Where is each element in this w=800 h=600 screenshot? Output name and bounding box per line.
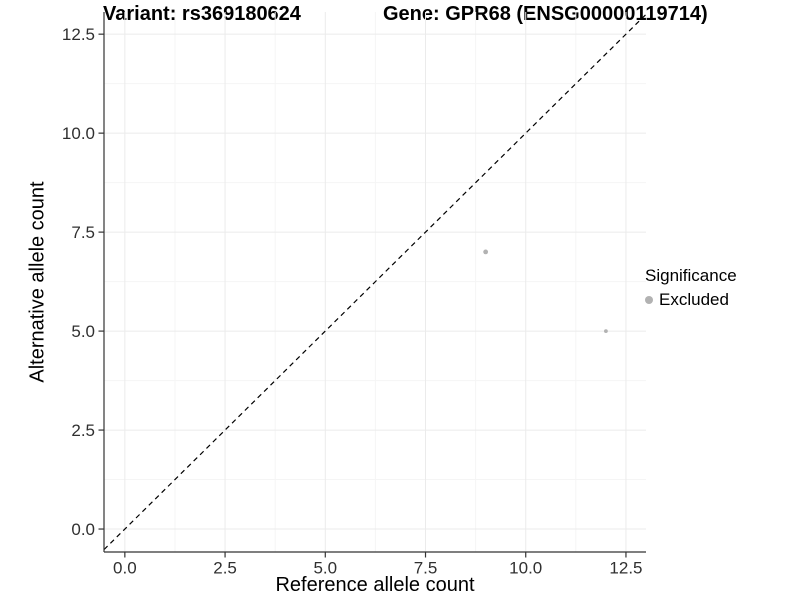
y-tick-label: 10.0 — [62, 124, 95, 143]
data-point — [604, 329, 608, 333]
x-tick-label: 10.0 — [509, 559, 542, 578]
legend-item-label: Excluded — [659, 290, 729, 309]
y-tick-label: 12.5 — [62, 25, 95, 44]
y-tick-label: 5.0 — [71, 322, 95, 341]
x-axis-label: Reference allele count — [275, 574, 475, 596]
x-tick-label: 5.0 — [313, 559, 337, 578]
identity-line — [103, 13, 647, 551]
x-tick-label: 2.5 — [213, 559, 237, 578]
plot-title-gene: Gene: GPR68 (ENSG00000119714) — [383, 3, 708, 25]
y-tick-label: 0.0 — [71, 520, 95, 539]
x-tick-label: 0.0 — [113, 559, 137, 578]
legend-title: Significance — [645, 266, 737, 285]
data-point — [483, 249, 489, 255]
excluded-point-icon — [645, 296, 653, 304]
y-axis-label: Alternative allele count — [26, 181, 49, 383]
x-tick-label: 12.5 — [609, 559, 642, 578]
y-tick-label: 2.5 — [71, 421, 95, 440]
legend-item-excluded: Excluded — [645, 290, 737, 310]
legend: Significance Excluded — [645, 266, 737, 310]
y-tick-label: 7.5 — [71, 223, 95, 242]
x-tick-label: 7.5 — [414, 559, 438, 578]
plot-title-variant: Variant: rs369180624 — [103, 3, 301, 25]
